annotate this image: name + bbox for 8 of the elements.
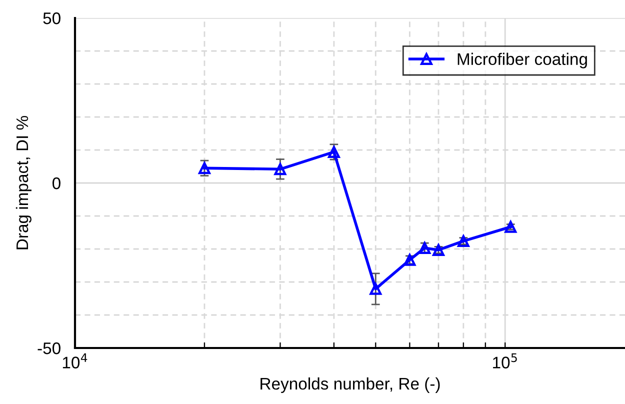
x-tick-label: 10$^{5}$ <box>493 353 517 368</box>
legend-label: Microfiber coating <box>458 52 587 68</box>
y-tick-label: 50 <box>43 12 60 24</box>
y-tick-label: -50 <box>38 342 60 354</box>
x-tick-label: 10$^{4}$ <box>62 353 88 368</box>
x-axis-title: Reynolds number, Re (-) <box>260 377 440 393</box>
y-tick-label: 0 <box>52 177 60 190</box>
y-axis-title: Drag impact, DI % <box>16 116 32 250</box>
